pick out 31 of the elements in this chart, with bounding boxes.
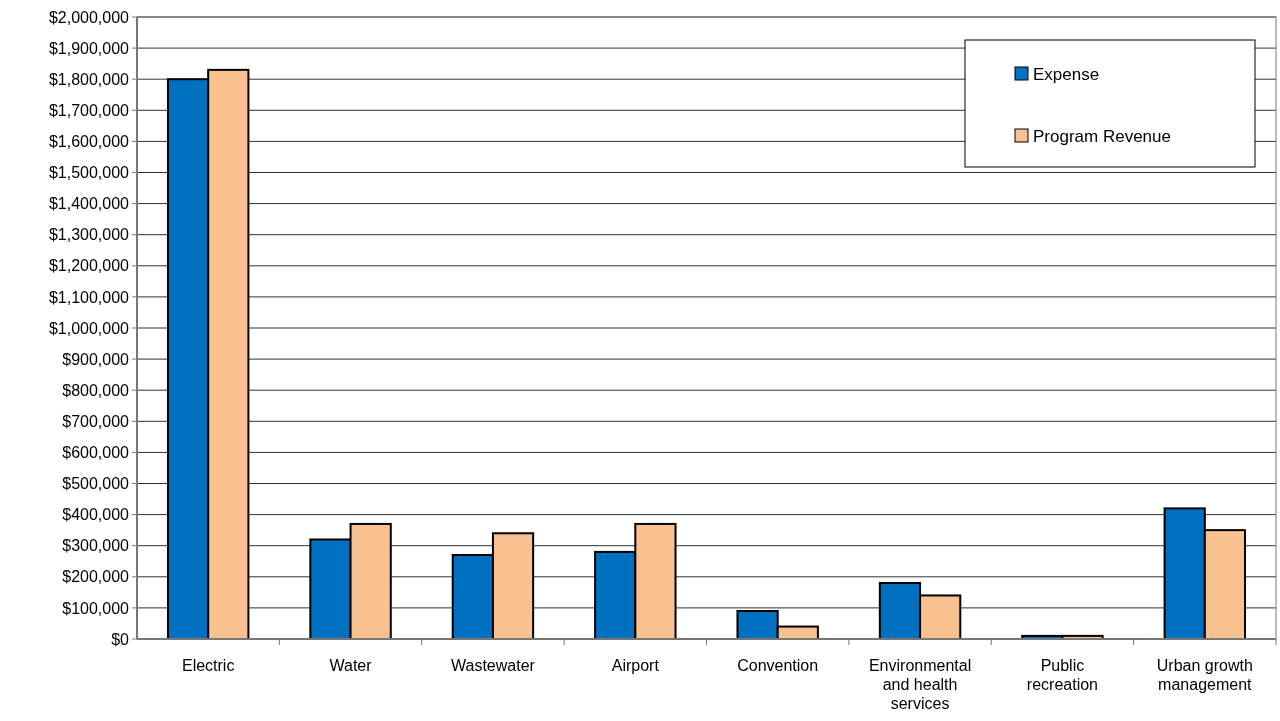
y-tick-label: $1,100,000	[48, 288, 130, 306]
y-tick-label: $1,000,000	[48, 319, 130, 337]
y-tick-label: $1,500,000	[48, 164, 130, 182]
x-tick-label: Public recreation	[1026, 657, 1099, 693]
y-tick-label: $1,700,000	[48, 101, 130, 119]
x-tick-label: Convention	[737, 657, 819, 674]
y-tick-label: $600,000	[62, 444, 130, 461]
y-tick-label: $400,000	[62, 506, 130, 524]
x-tick-label: Water	[329, 657, 373, 674]
x-tick-label: Environmental and health services	[868, 657, 972, 712]
y-tick-label: $900,000	[62, 350, 130, 368]
y-tick-label: $700,000	[62, 412, 130, 430]
y-tick-label: $0	[111, 630, 130, 648]
y-tick-label: $300,000	[62, 537, 130, 555]
x-tick-label: Urban growth management	[1156, 657, 1253, 693]
y-tick-label: $200,000	[62, 568, 130, 586]
y-tick-label: $1,800,000	[48, 70, 130, 88]
x-tick-label: Airport	[611, 657, 660, 674]
legend-label: Expense	[1033, 64, 1100, 84]
y-tick-label: $1,400,000	[48, 195, 130, 213]
y-tick-label: $1,600,000	[48, 133, 130, 150]
y-tick-label: $1,200,000	[48, 257, 130, 275]
y-tick-label: $500,000	[62, 475, 130, 493]
x-tick-label: Wastewater	[451, 657, 536, 674]
legend-label: Program Revenue	[1033, 126, 1171, 146]
y-tick-label: $800,000	[62, 381, 130, 399]
y-tick-label: $2,000,000	[48, 8, 130, 26]
y-tick-label: $1,300,000	[48, 226, 130, 244]
y-tick-label: $100,000	[62, 599, 130, 617]
x-tick-label: Electric	[181, 657, 235, 674]
y-tick-label: $1,900,000	[48, 39, 130, 57]
